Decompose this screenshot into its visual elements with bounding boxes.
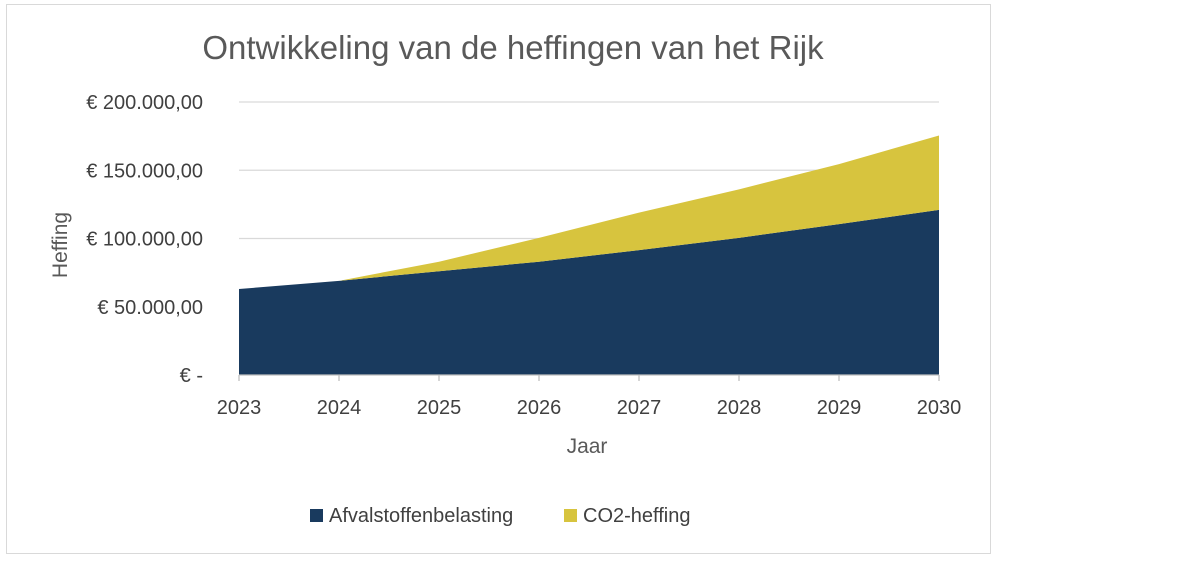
legend-label: Afvalstoffenbelasting: [329, 505, 513, 527]
x-axis-title: Jaar: [567, 435, 608, 458]
x-tick-label: 2027: [617, 397, 662, 419]
chart-title: Ontwikkeling van de heffingen van het Ri…: [202, 29, 824, 66]
chart-svg: Ontwikkeling van de heffingen van het Ri…: [49, 29, 962, 527]
y-tick-label: € 200.000,00: [86, 92, 203, 114]
plot-area: [239, 135, 939, 375]
legend-label: CO2-heffing: [583, 505, 690, 527]
y-tick-label: € 150.000,00: [86, 160, 203, 182]
x-axis: [238, 374, 940, 381]
x-tick-label: 2029: [817, 397, 862, 419]
y-tick-label: € 50.000,00: [97, 297, 203, 319]
legend: Afvalstoffenbelasting CO2-heffing: [310, 505, 690, 527]
area-series-2: [239, 135, 939, 290]
x-tick-label: 2026: [517, 397, 562, 419]
y-tick-label: € -: [180, 365, 203, 387]
legend-swatch: [564, 509, 577, 522]
x-axis-tick-labels: 2023 2024 2025 2026 2027 2028 2029 2030: [217, 397, 962, 419]
x-tick-label: 2030: [917, 397, 962, 419]
x-tick-label: 2023: [217, 397, 262, 419]
y-axis-title: Heffing: [49, 212, 72, 278]
y-axis-tick-labels: € - € 50.000,00 € 100.000,00 € 150.000,00 € …: [86, 92, 203, 387]
legend-swatch: [310, 509, 323, 522]
x-tick-label: 2025: [417, 397, 462, 419]
x-tick-label: 2024: [317, 397, 362, 419]
y-tick-label: € 100.000,00: [86, 229, 203, 251]
x-tick-label: 2028: [717, 397, 762, 419]
chart-frame: Ontwikkeling van de heffingen van het Ri…: [6, 4, 991, 554]
area-series-1: [239, 209, 939, 375]
